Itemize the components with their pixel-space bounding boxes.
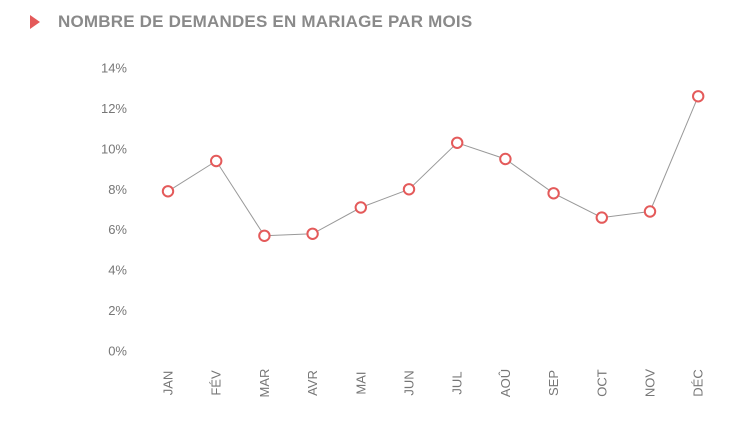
- data-point[interactable]: [547, 187, 560, 200]
- data-point[interactable]: [595, 211, 608, 224]
- x-tick-label: SEP: [546, 370, 561, 396]
- x-tick-label: JUL: [450, 371, 465, 394]
- x-axis: JAN FÉV MAR AVR MAI JUN JUL AOÛ SEP OCT NOV DÉC: [161, 369, 706, 398]
- y-tick-label: 2%: [108, 303, 127, 318]
- y-tick-label: 6%: [108, 222, 127, 237]
- y-axis: 0% 2% 4% 6% 8% 10% 12% 14%: [101, 61, 127, 359]
- data-point[interactable]: [161, 185, 175, 198]
- data-point[interactable]: [692, 90, 705, 103]
- x-tick-label: JAN: [161, 371, 176, 396]
- x-tick-label: MAR: [257, 369, 272, 398]
- series-line: [167, 96, 699, 237]
- x-tick-label: AVR: [305, 370, 320, 396]
- y-tick-label: 14%: [101, 61, 127, 76]
- data-point[interactable]: [258, 229, 271, 243]
- y-tick-label: 10%: [101, 141, 127, 156]
- data-point[interactable]: [643, 205, 657, 218]
- y-tick-label: 8%: [108, 182, 127, 197]
- data-point[interactable]: [354, 201, 367, 214]
- x-tick-label: JUN: [402, 370, 417, 395]
- data-point[interactable]: [499, 152, 512, 166]
- y-tick-label: 0%: [108, 344, 127, 359]
- title-row: NOMBRE DE DEMANDES EN MARIAGE PAR MOIS: [30, 10, 472, 34]
- data-point[interactable]: [306, 227, 319, 241]
- x-tick-label: AOÛ: [498, 369, 513, 397]
- data-point[interactable]: [210, 154, 223, 168]
- x-tick-label: OCT: [594, 369, 609, 397]
- data-point[interactable]: [402, 183, 416, 196]
- play-triangle-icon: [30, 15, 40, 29]
- series-group: [161, 90, 705, 243]
- x-tick-label: MAI: [353, 371, 368, 394]
- data-point[interactable]: [451, 136, 464, 150]
- chart-title: NOMBRE DE DEMANDES EN MARIAGE PAR MOIS: [58, 12, 473, 31]
- y-tick-label: 4%: [108, 263, 127, 278]
- y-tick-label: 12%: [101, 101, 127, 116]
- x-tick-label: FÉV: [209, 370, 224, 396]
- x-tick-label: DÉC: [691, 369, 706, 396]
- x-tick-label: NOV: [643, 369, 658, 398]
